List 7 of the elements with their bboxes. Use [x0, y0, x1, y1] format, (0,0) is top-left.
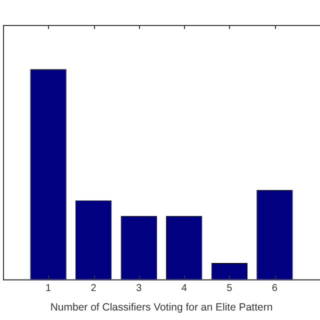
x-tick-label: 4 — [181, 283, 188, 294]
x-tick-label: 6 — [272, 283, 278, 294]
x-axis-title: Number of Classifiers Voting for an Elite Pattern — [50, 302, 273, 314]
x-tick-label: 5 — [226, 283, 233, 294]
x-tick-label: 3 — [136, 283, 142, 294]
x-tick-label: 2 — [90, 283, 97, 294]
x-tick-label: 1 — [46, 283, 52, 294]
